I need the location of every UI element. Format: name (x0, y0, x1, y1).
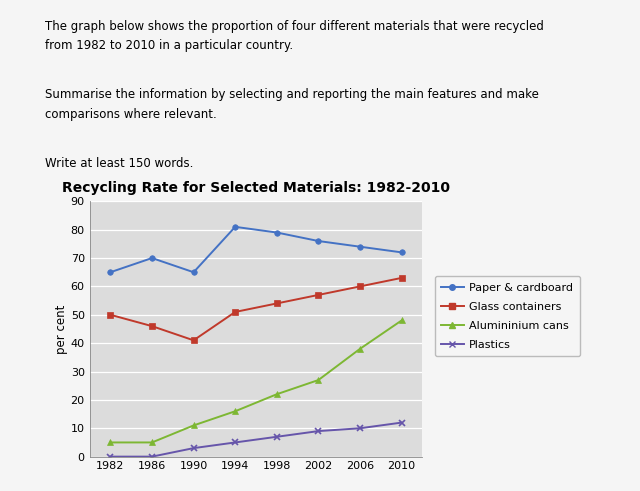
Text: The graph below shows the proportion of four different materials that were recyc: The graph below shows the proportion of … (45, 20, 543, 32)
Title: Recycling Rate for Selected Materials: 1982-2010: Recycling Rate for Selected Materials: 1… (62, 181, 450, 194)
Y-axis label: per cent: per cent (55, 304, 68, 354)
Text: Summarise the information by selecting and reporting the main features and make: Summarise the information by selecting a… (45, 88, 539, 101)
Legend: Paper & cardboard, Glass containers, Alumininium cans, Plastics: Paper & cardboard, Glass containers, Alu… (435, 276, 580, 356)
Text: from 1982 to 2010 in a particular country.: from 1982 to 2010 in a particular countr… (45, 39, 293, 52)
Text: comparisons where relevant.: comparisons where relevant. (45, 108, 216, 121)
Text: Write at least 150 words.: Write at least 150 words. (45, 157, 193, 170)
